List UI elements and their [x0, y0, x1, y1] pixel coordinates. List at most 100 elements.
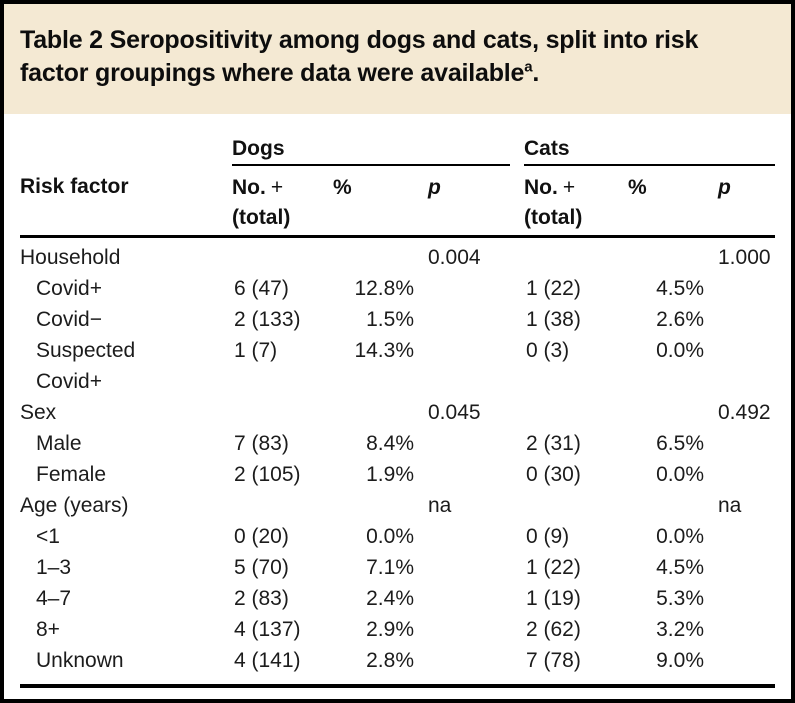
column-gap	[510, 614, 524, 645]
dogs-percent-cell: 14.3%	[354, 339, 414, 362]
col-header-p-cats: p	[707, 165, 776, 238]
no-label: No.	[524, 176, 558, 199]
risk-factor-cell: Sex	[20, 401, 57, 424]
plus-sign: +	[270, 176, 284, 199]
cats-percent-cell: 3.2%	[656, 618, 704, 641]
col-header-percent-dogs: %	[327, 165, 417, 238]
dogs-percent-cell: 7.1%	[366, 556, 414, 579]
col-header-no-total-dogs: No. + (total)	[232, 165, 327, 238]
dogs-no-total-cell: 0 (20)	[234, 525, 289, 548]
cats-percent-cell: 0.0%	[656, 339, 704, 362]
cats-no-total-cell: 7 (78)	[526, 649, 581, 672]
cats-percent-cell: 9.0%	[656, 649, 704, 672]
group-header-row: Dogs Cats	[20, 114, 776, 166]
risk-factor-cell: 8+	[36, 618, 60, 641]
cats-p-value-cell	[707, 335, 775, 397]
dogs-p-value-cell	[417, 459, 510, 490]
cats-p-value-cell	[707, 428, 775, 459]
cats-p-value-cell	[707, 521, 775, 552]
table-row: Sex 0.045 0.492	[20, 397, 775, 428]
dogs-percent-cell: 12.8%	[354, 277, 414, 300]
total-label: (total)	[232, 206, 291, 229]
table-wrapper: Dogs Cats Risk factor No. + (total) % p No…	[4, 114, 791, 699]
dogs-no-total-cell: 2 (105)	[234, 463, 301, 486]
column-gap	[510, 397, 524, 428]
risk-factor-cell: Male	[36, 432, 82, 455]
risk-factor-cell: Unknown	[36, 649, 124, 672]
cats-no-total-cell	[524, 490, 622, 521]
cats-no-total-cell: 0 (9)	[526, 525, 570, 548]
dogs-p-value-cell	[417, 521, 510, 552]
table-title-period: .	[532, 59, 540, 87]
cats-percent-cell: 0.0%	[656, 463, 704, 486]
dogs-percent-cell	[327, 397, 417, 428]
dogs-no-total-cell: 4 (141)	[234, 649, 301, 672]
cats-p-value-cell	[707, 273, 775, 304]
col-header-p-dogs: p	[417, 165, 510, 238]
dogs-no-total-cell: 5 (70)	[234, 556, 289, 579]
cats-percent-cell: 5.3%	[656, 587, 704, 610]
table-footer	[20, 684, 776, 699]
col-header-risk-factor: Risk factor	[20, 165, 232, 238]
table-row: Household 0.004 1.000	[20, 237, 775, 274]
risk-factor-cell: <1	[36, 525, 60, 548]
dogs-p-value-cell	[417, 645, 510, 686]
dogs-percent-cell: 8.4%	[366, 432, 414, 455]
column-gap	[510, 428, 524, 459]
table-row: Female 2 (105) 1.9% 0 (30) 0.0%	[20, 459, 775, 490]
dogs-percent-cell: 1.5%	[366, 308, 414, 331]
cats-no-total-cell: 1 (19)	[526, 587, 581, 610]
table-row: Male 7 (83) 8.4% 2 (31) 6.5%	[20, 428, 775, 459]
dogs-p-value-cell	[417, 335, 510, 397]
column-gap	[510, 552, 524, 583]
dogs-no-total-cell	[232, 490, 327, 521]
sub-header-row: Risk factor No. + (total) % p No. + (total) …	[20, 165, 776, 238]
dogs-p-value-cell	[417, 428, 510, 459]
col-header-no-total-cats: No. + (total)	[524, 165, 622, 238]
cats-percent-cell: 0.0%	[656, 525, 704, 548]
column-gap	[510, 114, 524, 165]
dogs-no-total-cell: 2 (83)	[234, 587, 289, 610]
table-bottom-rule	[20, 684, 776, 699]
cats-no-total-cell	[524, 397, 622, 428]
table-row: 8+ 4 (137) 2.9% 2 (62) 3.2%	[20, 614, 775, 645]
dogs-percent-cell: 1.9%	[366, 463, 414, 486]
cats-no-total-cell	[524, 237, 622, 274]
cats-p-value-cell	[707, 304, 775, 335]
seropositivity-table: Dogs Cats Risk factor No. + (total) % p No…	[20, 114, 776, 699]
risk-factor-cell: Suspected Covid+	[36, 339, 136, 393]
table-title-block: Table 2 Seropositivity among dogs and ca…	[4, 4, 791, 114]
cats-p-value-cell: na	[718, 494, 742, 517]
table-row: Covid− 2 (133) 1.5% 1 (38) 2.6%	[20, 304, 775, 335]
column-gap	[510, 273, 524, 304]
column-gap	[510, 335, 524, 397]
plus-sign: +	[562, 176, 576, 199]
risk-factor-cell: Covid+	[36, 277, 102, 300]
cats-p-value-cell	[707, 459, 775, 490]
footnote-marker: a	[524, 58, 533, 76]
group-header-dogs: Dogs	[232, 114, 510, 166]
risk-factor-cell: Covid−	[36, 308, 102, 331]
risk-factor-cell: 1–3	[36, 556, 72, 579]
dogs-no-total-cell	[232, 237, 327, 274]
cats-no-total-cell: 1 (38)	[526, 308, 581, 331]
dogs-p-value-cell	[417, 552, 510, 583]
cats-no-total-cell: 2 (62)	[526, 618, 581, 641]
cats-p-value-cell	[707, 645, 775, 686]
dogs-no-total-cell: 2 (133)	[234, 308, 301, 331]
bottom-rule-row	[20, 684, 776, 699]
cats-p-value-cell	[707, 614, 775, 645]
table-title-text: Table 2 Seropositivity among dogs and ca…	[20, 26, 699, 87]
table-row: 1–3 5 (70) 7.1% 1 (22) 4.5%	[20, 552, 775, 583]
column-gap	[510, 490, 524, 521]
dogs-p-value-cell: 0.045	[428, 401, 481, 424]
cats-percent-cell: 2.6%	[656, 308, 704, 331]
table-header: Dogs Cats Risk factor No. + (total) % p No…	[20, 114, 776, 238]
column-gap	[510, 237, 524, 274]
table-row: Age (years) na na	[20, 490, 775, 521]
dogs-p-value-cell	[417, 304, 510, 335]
cats-p-value-cell: 0.492	[718, 401, 771, 424]
dogs-percent-cell: 2.9%	[366, 618, 414, 641]
dogs-percent-cell	[327, 237, 417, 274]
